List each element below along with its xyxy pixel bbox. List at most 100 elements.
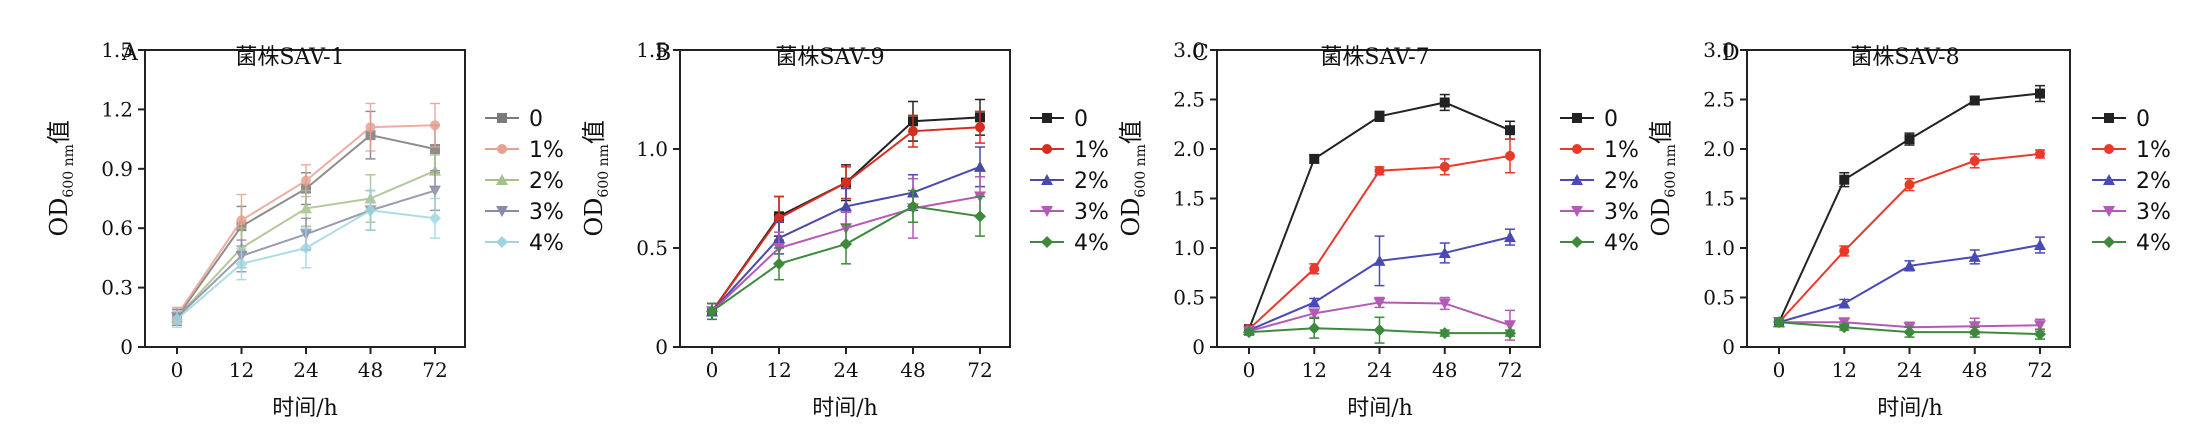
legend-marker (497, 113, 507, 123)
data-point (1505, 150, 1515, 161)
y-tick-label: 2.0 (1173, 137, 1205, 161)
data-point (841, 177, 851, 188)
x-tick-label: 12 (1832, 358, 1857, 382)
panel-label: C (1192, 41, 1209, 66)
data-point (974, 210, 986, 223)
data-point (236, 215, 247, 226)
legend-label: 4% (1074, 231, 1109, 256)
data-point (430, 144, 440, 154)
data-point (1373, 324, 1386, 337)
y-tick-label: 0.5 (1703, 286, 1735, 310)
data-point (429, 212, 441, 225)
x-tick-label: 12 (1302, 358, 1327, 382)
data-point (300, 202, 312, 214)
data-point (2034, 320, 2046, 332)
legend-label: 2% (2136, 169, 2171, 194)
x-tick-label: 72 (2027, 358, 2052, 382)
legend-label: 1% (1604, 138, 1639, 163)
data-point (773, 257, 785, 270)
data-point (2035, 88, 2045, 99)
y-tick-label: 0 (1722, 335, 1735, 359)
data-point (1968, 326, 1981, 339)
data-point (1309, 263, 1320, 274)
data-point (1309, 153, 1320, 164)
y-tick-label: 1.5 (636, 38, 668, 62)
data-point (1308, 296, 1321, 308)
series-line (1778, 92, 2041, 323)
data-point (1438, 327, 1451, 340)
y-tick-label: 3.0 (1173, 38, 1205, 62)
y-tick-label: 0.6 (101, 216, 133, 240)
series-4pct (1773, 316, 2046, 341)
data-point (1504, 320, 1516, 332)
data-point (2034, 239, 2046, 251)
legend-label: 0 (529, 107, 543, 132)
x-tick-label: 12 (229, 358, 254, 382)
legend-marker (496, 206, 508, 217)
data-point (1438, 246, 1451, 258)
data-point (430, 120, 440, 131)
series-line (1248, 101, 1511, 330)
y-tick-label: 2.5 (1703, 88, 1735, 112)
legend-label: 3% (1604, 200, 1639, 225)
data-point (1505, 125, 1515, 136)
legend-marker (1572, 113, 1582, 123)
y-tick-label: 1.0 (636, 137, 668, 161)
data-point (1839, 245, 1850, 256)
data-point (1373, 297, 1386, 309)
data-point (908, 126, 918, 137)
data-point (1968, 250, 1981, 262)
x-axis-label: 时间/h (812, 396, 878, 421)
data-point (301, 175, 311, 186)
legend-label: 2% (1074, 169, 1109, 194)
x-tick-label: 72 (967, 358, 992, 382)
data-point (1308, 322, 1321, 335)
series-0 (1774, 84, 2045, 328)
data-point (235, 257, 248, 270)
x-axis-label: 时间/h (1877, 396, 1943, 421)
legend-marker (2103, 206, 2115, 217)
series-line (1778, 244, 2041, 324)
data-point (1373, 254, 1386, 266)
chart-title: 菌株SAV-8 (1850, 45, 1959, 70)
data-point (1969, 155, 1980, 166)
data-point (429, 185, 441, 197)
legend-label: 1% (1074, 138, 1109, 163)
data-point (1838, 297, 1851, 309)
chart-title: 菌株SAV-7 (1320, 45, 1429, 70)
data-point (1374, 111, 1385, 122)
data-point (1903, 326, 1916, 339)
data-point (774, 213, 784, 224)
data-point (1439, 161, 1450, 172)
x-tick-label: 48 (358, 358, 383, 382)
data-point (171, 313, 183, 326)
y-axis-label: OD600 nm值 (45, 120, 77, 236)
data-point (1439, 97, 1450, 108)
chart-panel-a: 0 0.3 0.6 0.9 1.2 1.5 0 12 24 48 72 A 菌株SAV-1 时间/h OD6… (45, 38, 564, 421)
series-0 (1244, 93, 1515, 335)
data-point (300, 242, 312, 254)
chart-title: 菌株SAV-1 (235, 45, 344, 70)
legend-label: 2% (1604, 169, 1639, 194)
y-tick-label: 0 (120, 335, 133, 359)
x-tick-label: 0 (171, 358, 184, 382)
legend-marker (1041, 236, 1053, 248)
y-tick-label: 1.0 (1173, 236, 1205, 260)
legend-marker (2103, 236, 2115, 248)
data-point (1773, 316, 1785, 329)
legend-label: 0 (1604, 107, 1618, 132)
data-point (1504, 231, 1516, 243)
y-tick-label: 0 (655, 335, 668, 359)
panel-label: A (121, 41, 139, 66)
legend-marker (1041, 174, 1053, 185)
legend-marker (1041, 206, 1053, 217)
data-point (1243, 326, 1255, 339)
y-tick-label: 2.5 (1173, 88, 1205, 112)
x-tick-label: 48 (900, 358, 925, 382)
x-tick-label: 0 (706, 358, 719, 382)
x-tick-label: 24 (833, 358, 858, 382)
legend-marker (1572, 144, 1582, 154)
y-tick-label: 0.3 (101, 276, 133, 300)
legend-marker (1571, 206, 1583, 217)
